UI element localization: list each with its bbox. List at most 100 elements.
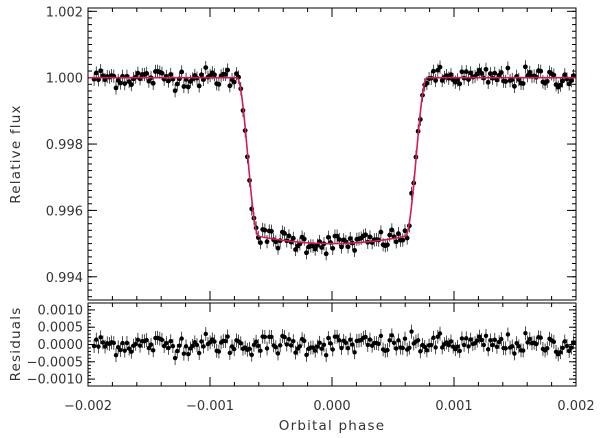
residual-point <box>133 341 138 347</box>
flux-point <box>198 72 204 78</box>
flux-point <box>479 71 485 76</box>
residual-point <box>367 337 373 342</box>
flux-point <box>352 248 358 253</box>
residual-point <box>402 336 408 341</box>
residual-point <box>389 333 395 338</box>
residual-point <box>216 349 222 354</box>
flux-point <box>437 64 443 70</box>
residual-point <box>262 334 268 340</box>
flux-point <box>196 83 202 89</box>
residual-point <box>424 348 430 353</box>
flux-point <box>212 72 217 78</box>
flux-point <box>363 232 368 238</box>
flux-point <box>144 71 150 76</box>
residual-points <box>91 324 576 366</box>
flux-point <box>168 72 174 77</box>
residual-point <box>291 338 296 344</box>
flux-point <box>345 244 351 250</box>
flux-point <box>159 70 165 76</box>
flux-point <box>474 71 480 77</box>
flux-point <box>96 77 101 83</box>
flux-point <box>455 77 460 83</box>
flux-point <box>172 88 178 94</box>
flux-point <box>367 234 373 240</box>
residual-point <box>196 350 202 356</box>
residual-point <box>113 352 119 358</box>
flux-point <box>113 85 119 91</box>
residual-point <box>194 342 200 348</box>
residual-point <box>144 337 149 343</box>
residual-point <box>175 348 180 354</box>
residual-point <box>269 334 274 340</box>
residual-point <box>212 339 217 344</box>
residual-point <box>181 351 187 356</box>
residual-point <box>146 345 152 351</box>
residual-point <box>313 348 318 353</box>
flux-point <box>269 228 274 234</box>
residual-point <box>288 343 294 348</box>
flux-point <box>538 68 544 74</box>
residual-point <box>538 335 543 340</box>
flux-point <box>262 227 268 233</box>
residual-point <box>466 344 471 349</box>
residual-point <box>499 336 504 342</box>
residual-point <box>293 350 298 355</box>
residual-point <box>551 339 557 345</box>
residual-point <box>545 346 550 351</box>
flux-point <box>312 246 318 252</box>
flux-point <box>402 228 408 234</box>
residual-point <box>337 338 342 343</box>
phase-tick-labels: −0.002 −0.001 0.000 0.001 0.002 <box>64 399 595 414</box>
flux-point <box>264 239 270 245</box>
flux-point <box>304 250 309 256</box>
residual-point <box>348 337 353 342</box>
residual-point <box>365 342 370 348</box>
residual-point <box>159 337 165 343</box>
residual-tick-labels: 0.0010 0.0005 0.0000 −0.0005 −0.0010 <box>27 303 83 387</box>
residual-point <box>560 345 565 351</box>
residual-point <box>440 345 445 350</box>
residual-point <box>503 346 508 351</box>
residuals-major-ticks <box>87 303 577 386</box>
residual-point <box>378 333 384 339</box>
light-curve-frame <box>87 7 577 301</box>
residual-point <box>170 343 176 349</box>
residual-point <box>558 350 563 355</box>
residual-point <box>459 336 465 341</box>
flux-point <box>234 71 239 77</box>
residual-point <box>483 333 489 339</box>
residual-point <box>523 331 528 336</box>
residual-point <box>446 342 451 348</box>
residual-point <box>135 337 141 343</box>
residual-point <box>249 352 254 358</box>
residual-point <box>264 346 270 351</box>
light-curve-panel: 1.002 1.000 0.998 0.996 0.994 Relative flux <box>8 5 577 301</box>
residual-point <box>225 334 230 339</box>
light-curve-major-ticks <box>87 8 577 300</box>
residual-point <box>527 336 532 342</box>
flux-point <box>487 71 493 77</box>
residual-point <box>422 344 427 350</box>
flux-point <box>393 239 399 245</box>
flux-tick-label: 0.998 <box>46 138 83 153</box>
residual-point <box>481 342 486 348</box>
flux-point <box>544 78 550 84</box>
flux-point <box>463 69 469 75</box>
flux-point <box>293 247 298 252</box>
residual-point <box>409 329 414 334</box>
residual-point <box>102 344 108 349</box>
residual-point <box>164 340 169 346</box>
residual-point <box>258 348 263 353</box>
flux-point <box>179 69 185 75</box>
residual-tick-label: 0.0000 <box>38 338 84 353</box>
residual-point <box>247 346 252 351</box>
flux-point <box>503 79 509 84</box>
transit-model-line <box>88 76 576 245</box>
residual-point <box>429 342 434 348</box>
residual-point <box>562 339 567 344</box>
residual-point <box>339 345 344 351</box>
residual-point <box>457 348 462 354</box>
flux-point <box>562 72 568 78</box>
residual-point <box>345 345 351 351</box>
residual-point <box>172 355 178 361</box>
